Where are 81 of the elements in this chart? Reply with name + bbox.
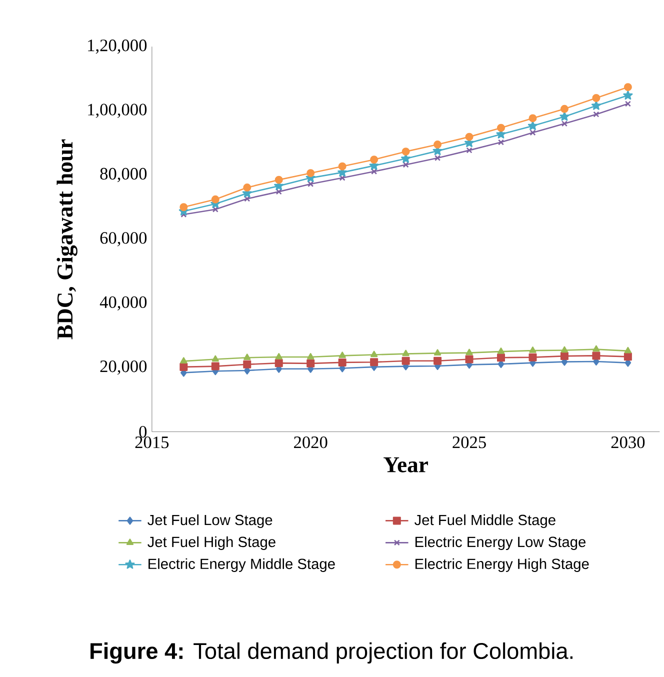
point (370, 358, 378, 366)
point (434, 356, 442, 365)
x-tick-label: 2025 (452, 436, 486, 448)
point (530, 130, 536, 136)
point (306, 359, 315, 368)
point (465, 132, 474, 141)
legend-label: Jet Fuel High Stage (148, 536, 276, 550)
point (180, 357, 188, 364)
point (276, 188, 282, 195)
legend-label: Electric Energy High Stage (416, 558, 589, 572)
point (560, 112, 570, 121)
point (212, 362, 220, 370)
text: Figure 4: Total demand projection for Colombia. (90, 642, 573, 664)
legend-label: Jet Fuel Middle Stage (414, 514, 556, 528)
point (560, 352, 569, 360)
point (498, 139, 504, 146)
point (402, 356, 410, 365)
point (306, 169, 315, 178)
y-tick-label: 60,000 (100, 232, 147, 246)
point (497, 354, 506, 362)
point (434, 349, 442, 356)
point (465, 355, 474, 364)
point (401, 154, 411, 163)
point (592, 345, 600, 352)
point (402, 148, 410, 156)
point (370, 156, 378, 164)
point (624, 346, 632, 354)
point (338, 352, 346, 358)
y-tick-label: 20,000 (100, 360, 147, 375)
point (180, 362, 188, 371)
x-tick-label: 2015 (136, 436, 169, 448)
point (624, 83, 632, 92)
point (623, 90, 633, 100)
point (180, 203, 188, 212)
point (275, 176, 284, 184)
point (339, 174, 346, 181)
legend-label: Electric Energy Low Stage (416, 536, 586, 550)
y-tick-label: 0 (139, 426, 147, 438)
point (498, 348, 505, 354)
point (560, 104, 569, 113)
x-axis-title: Year (384, 457, 428, 472)
point (528, 120, 538, 130)
y-tick-label: 1,00,000 (88, 104, 147, 118)
point (624, 352, 632, 361)
x-tick-label: 2030 (612, 436, 645, 448)
point (561, 346, 568, 353)
point (434, 154, 441, 162)
y-tick-label: 80,000 (100, 168, 147, 182)
legend-label: Electric Energy Middle Stage (148, 558, 336, 572)
point (371, 168, 378, 175)
point (338, 162, 346, 170)
point (497, 124, 506, 132)
point (308, 180, 314, 188)
point (212, 355, 220, 362)
point (434, 140, 442, 149)
point (528, 353, 537, 362)
point (402, 162, 409, 168)
point (275, 359, 284, 368)
point (529, 346, 536, 353)
point (593, 111, 600, 118)
point (592, 100, 602, 110)
point (370, 350, 378, 358)
point (243, 360, 252, 368)
point (592, 352, 600, 360)
point (307, 353, 314, 360)
point (275, 353, 283, 360)
point (244, 354, 251, 360)
point (466, 147, 472, 154)
legend-label: Jet Fuel Low Stage (148, 514, 272, 528)
point (212, 195, 220, 204)
point (562, 120, 568, 127)
point (592, 94, 600, 102)
point (466, 348, 473, 356)
y-tick-label: 1,20,000 (88, 40, 147, 54)
point (243, 184, 252, 192)
y-axis-title: BDC, Gigawatt hour (56, 139, 78, 340)
x-tick-label: 2020 (294, 436, 328, 448)
point (402, 350, 410, 356)
point (338, 358, 346, 366)
point (528, 114, 537, 122)
y-tick-label: 40,000 (100, 296, 147, 311)
